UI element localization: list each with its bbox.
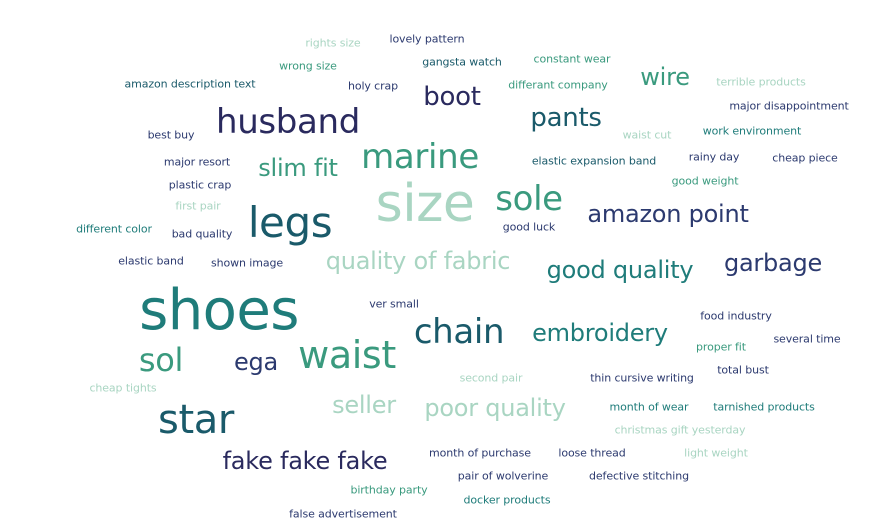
cloud-word: elastic band xyxy=(118,254,184,268)
cloud-word: second pair xyxy=(459,371,523,385)
cloud-word: shown image xyxy=(211,256,283,270)
cloud-word: false advertisement xyxy=(289,507,397,521)
cloud-word: terrible products xyxy=(716,75,806,89)
cloud-word: christmas gift yesterday xyxy=(614,423,746,437)
cloud-word: elastic expansion band xyxy=(531,154,657,168)
cloud-word: size xyxy=(375,174,475,234)
cloud-word: husband xyxy=(216,102,360,142)
cloud-word: star xyxy=(158,397,234,443)
cloud-word: ega xyxy=(234,348,278,376)
cloud-word: bad quality xyxy=(171,227,233,241)
cloud-word: differant company xyxy=(508,78,608,92)
cloud-word: several time xyxy=(773,332,841,346)
cloud-word: major resort xyxy=(163,155,231,169)
cloud-word: docker products xyxy=(463,493,551,507)
cloud-word: tarnished products xyxy=(713,400,815,414)
cloud-word: food industry xyxy=(700,309,772,323)
cloud-word: light weight xyxy=(684,446,748,460)
cloud-word: cheap tights xyxy=(89,381,157,395)
cloud-word: cheap piece xyxy=(772,151,838,165)
cloud-word: pants xyxy=(530,103,602,133)
cloud-word: poor quality xyxy=(424,394,566,422)
cloud-word: garbage xyxy=(723,249,823,277)
cloud-word: fake fake fake xyxy=(222,447,388,475)
cloud-word: waist xyxy=(298,333,396,377)
cloud-word: good luck xyxy=(502,220,556,234)
cloud-word: lovely pattern xyxy=(389,32,465,46)
cloud-word: sole xyxy=(495,179,563,219)
cloud-word: birthday party xyxy=(350,483,428,497)
cloud-word: wrong size xyxy=(279,59,337,73)
cloud-word: different color xyxy=(76,222,152,236)
cloud-word: holy crap xyxy=(347,79,399,93)
cloud-word: month of purchase xyxy=(429,446,531,460)
cloud-word: rainy day xyxy=(688,150,740,164)
cloud-word: total bust xyxy=(717,363,769,377)
cloud-word: pair of wolverine xyxy=(457,469,549,483)
cloud-word: waist cut xyxy=(622,128,672,142)
cloud-word: sol xyxy=(138,341,184,379)
cloud-word: marine xyxy=(361,137,479,177)
cloud-word: amazon point xyxy=(587,200,749,228)
cloud-word: shoes xyxy=(139,278,299,343)
cloud-word: chain xyxy=(413,312,505,352)
cloud-word: thin cursive writing xyxy=(590,371,694,385)
cloud-word: boot xyxy=(423,82,481,112)
cloud-word: defective stitching xyxy=(589,469,689,483)
cloud-word: seller xyxy=(332,391,396,419)
cloud-word: legs xyxy=(247,198,333,247)
cloud-word: work environment xyxy=(702,124,802,138)
cloud-word: good quality xyxy=(546,256,694,284)
cloud-word: proper fit xyxy=(696,340,746,354)
cloud-word: ver small xyxy=(369,297,419,311)
cloud-word: slim fit xyxy=(258,154,338,182)
cloud-word: embroidery xyxy=(532,319,668,347)
cloud-word: plastic crap xyxy=(168,178,232,192)
cloud-word: best buy xyxy=(147,128,195,142)
cloud-word: wire xyxy=(640,63,690,91)
cloud-word: major disappointment xyxy=(729,99,849,113)
cloud-word: loose thread xyxy=(558,446,626,460)
cloud-word: good weight xyxy=(671,174,739,188)
cloud-word: amazon description text xyxy=(124,77,256,91)
cloud-word: gangsta watch xyxy=(422,55,502,69)
cloud-word: quality of fabric xyxy=(325,247,511,275)
cloud-word: rights size xyxy=(305,36,361,50)
cloud-word: constant wear xyxy=(533,52,611,66)
cloud-word: month of wear xyxy=(609,400,689,414)
cloud-word: first pair xyxy=(175,199,221,213)
